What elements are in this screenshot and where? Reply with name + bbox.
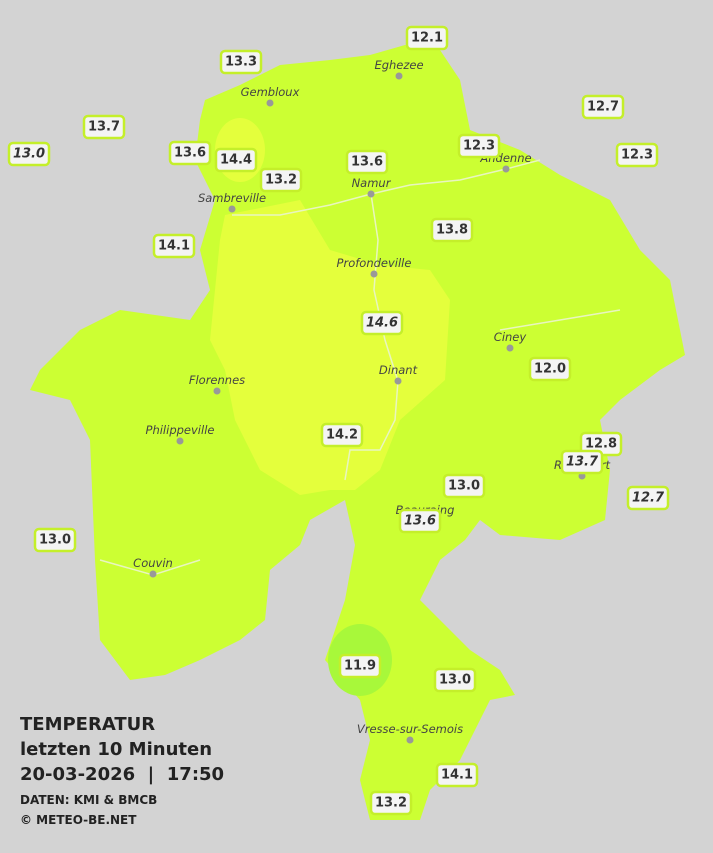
station-box bbox=[430, 217, 474, 243]
station-value: 12.3 bbox=[463, 139, 495, 154]
station-box bbox=[457, 133, 501, 159]
station-value: 14.2 bbox=[326, 428, 358, 443]
station-box bbox=[528, 356, 572, 382]
station-box bbox=[219, 49, 263, 75]
station-box bbox=[442, 473, 486, 499]
station-value: 12.7 bbox=[632, 491, 665, 506]
station-box bbox=[152, 233, 196, 259]
station-box bbox=[82, 114, 126, 140]
station-box bbox=[360, 310, 404, 336]
station-value: 13.2 bbox=[375, 796, 407, 811]
station-box bbox=[345, 149, 389, 175]
city-label: Gembloux bbox=[241, 85, 300, 99]
city-dot bbox=[266, 99, 274, 107]
station-value: 13.0 bbox=[39, 533, 71, 548]
city-label: Florennes bbox=[189, 373, 245, 387]
legend-datetime: 20-03-2026 | 17:50 bbox=[20, 764, 224, 785]
legend-subtitle: letzten 10 Minuten bbox=[20, 739, 212, 760]
station-box bbox=[433, 667, 477, 693]
station-box bbox=[405, 25, 449, 51]
station-box bbox=[398, 508, 442, 534]
station-box bbox=[214, 147, 258, 173]
station-value: 12.0 bbox=[534, 362, 566, 377]
city-dot bbox=[502, 165, 510, 173]
station-value: 13.7 bbox=[88, 120, 120, 135]
city-dot bbox=[394, 377, 402, 385]
station-box bbox=[259, 167, 303, 193]
station-value: 11.9 bbox=[344, 659, 376, 674]
legend-source: DATEN: KMI & BMCB bbox=[20, 793, 157, 807]
station-value: 14.6 bbox=[366, 316, 398, 331]
station-box bbox=[626, 485, 670, 511]
city-label: Ciney bbox=[494, 330, 527, 344]
station-value: 13.3 bbox=[225, 55, 257, 70]
station-value: 13.6 bbox=[351, 155, 383, 170]
city-dot bbox=[395, 72, 403, 80]
city-dot bbox=[506, 344, 514, 352]
station-box bbox=[338, 653, 382, 679]
station-value: 13.6 bbox=[404, 514, 436, 529]
city-label: Namur bbox=[352, 176, 392, 190]
city-dot bbox=[367, 190, 375, 198]
city-dot bbox=[213, 387, 221, 395]
station-value: 14.4 bbox=[220, 153, 252, 168]
city-label: Couvin bbox=[133, 556, 173, 570]
warm-zone bbox=[210, 200, 450, 495]
station-box bbox=[320, 422, 364, 448]
station-value: 12.7 bbox=[587, 100, 619, 115]
station-value: 13.0 bbox=[439, 673, 471, 688]
station-box bbox=[33, 527, 77, 553]
station-value: 12.1 bbox=[411, 31, 443, 46]
city-label: Sambreville bbox=[198, 191, 266, 205]
city-dot bbox=[370, 270, 378, 278]
legend-title: TEMPERATUR bbox=[20, 714, 155, 735]
station-value: 13.8 bbox=[436, 223, 468, 238]
city-dot bbox=[228, 205, 236, 213]
station-box bbox=[560, 449, 604, 475]
city-label: Dinant bbox=[379, 363, 418, 377]
city-label: Philippeville bbox=[146, 423, 215, 437]
station-box bbox=[369, 790, 413, 816]
city-dot bbox=[176, 437, 184, 445]
city-dot bbox=[406, 736, 414, 744]
legend-copyright: © METEO-BE.NET bbox=[20, 813, 137, 827]
station-box bbox=[615, 142, 659, 168]
station-value: 12.8 bbox=[585, 437, 617, 452]
station-value: 13.2 bbox=[265, 173, 297, 188]
station-box bbox=[435, 762, 479, 788]
city-label: Profondeville bbox=[337, 256, 412, 270]
station-value: 13.6 bbox=[174, 146, 206, 161]
station-value: 14.1 bbox=[441, 768, 473, 783]
station-box bbox=[581, 94, 625, 120]
station-value: 13.0 bbox=[448, 479, 480, 494]
city-dot bbox=[149, 570, 157, 578]
station-box bbox=[168, 140, 212, 166]
city-label: Eghezee bbox=[374, 58, 423, 72]
station-value: 14.1 bbox=[158, 239, 190, 254]
station-value: 13.0 bbox=[13, 147, 45, 162]
station-box bbox=[7, 141, 51, 167]
station-value: 13.7 bbox=[566, 455, 599, 470]
city-label: Vresse-sur-Semois bbox=[357, 722, 463, 736]
station-value: 12.3 bbox=[621, 148, 653, 163]
